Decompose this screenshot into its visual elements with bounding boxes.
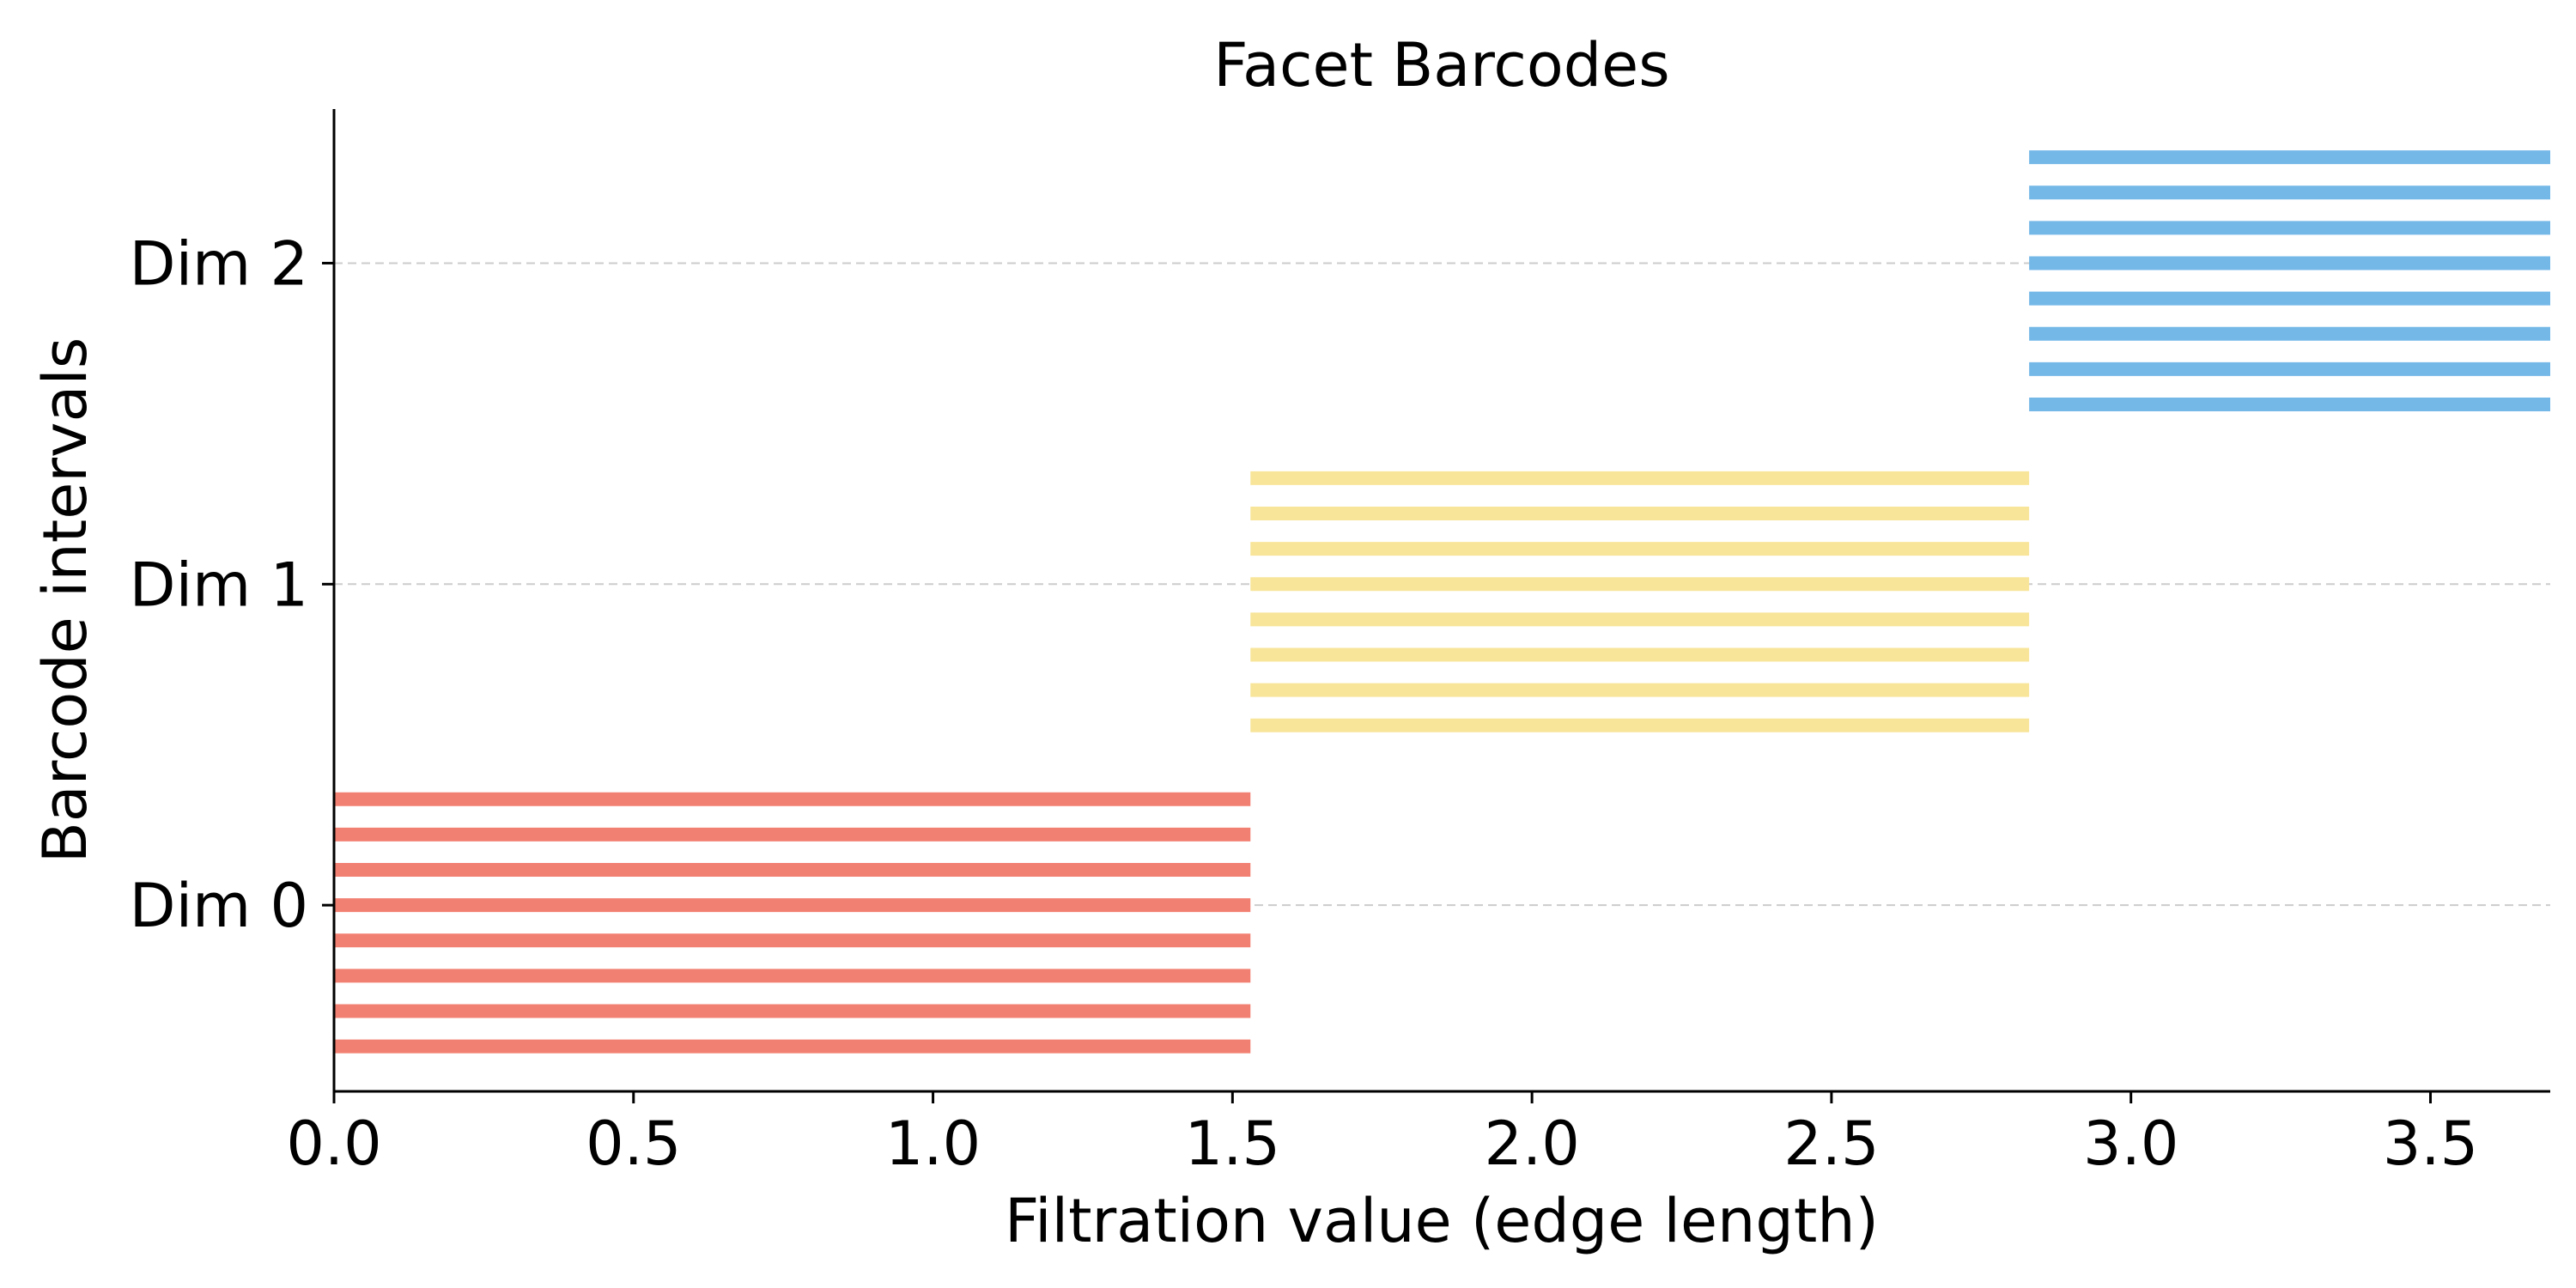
x-tick-label: 2.5 — [1783, 1109, 1879, 1179]
x-tick-label: 2.0 — [1484, 1109, 1579, 1179]
x-tick-label: 0.0 — [286, 1109, 381, 1179]
chart-title: Facet Barcodes — [1213, 30, 1669, 100]
x-tick-label: 0.5 — [586, 1109, 681, 1179]
barcode-intervals — [334, 150, 2550, 1054]
y-tick-label: Dim 2 — [130, 228, 308, 299]
y-axis-ticks: Dim 0 Dim 1 Dim 2 — [130, 228, 334, 941]
x-tick-label: 1.5 — [1185, 1109, 1280, 1179]
x-tick-label: 3.5 — [2383, 1109, 2478, 1179]
y-tick-label: Dim 0 — [130, 871, 308, 941]
x-axis-ticks: 0.0 0.5 1.0 1.5 2.0 2.5 3.0 3.5 — [286, 1091, 2478, 1179]
x-tick-label: 1.0 — [885, 1109, 981, 1179]
x-axis-label: Filtration value (edge length) — [1005, 1186, 1879, 1256]
y-tick-label: Dim 1 — [130, 550, 308, 620]
x-tick-label: 3.0 — [2083, 1109, 2178, 1179]
y-axis-label: Barcode intervals — [30, 337, 100, 864]
